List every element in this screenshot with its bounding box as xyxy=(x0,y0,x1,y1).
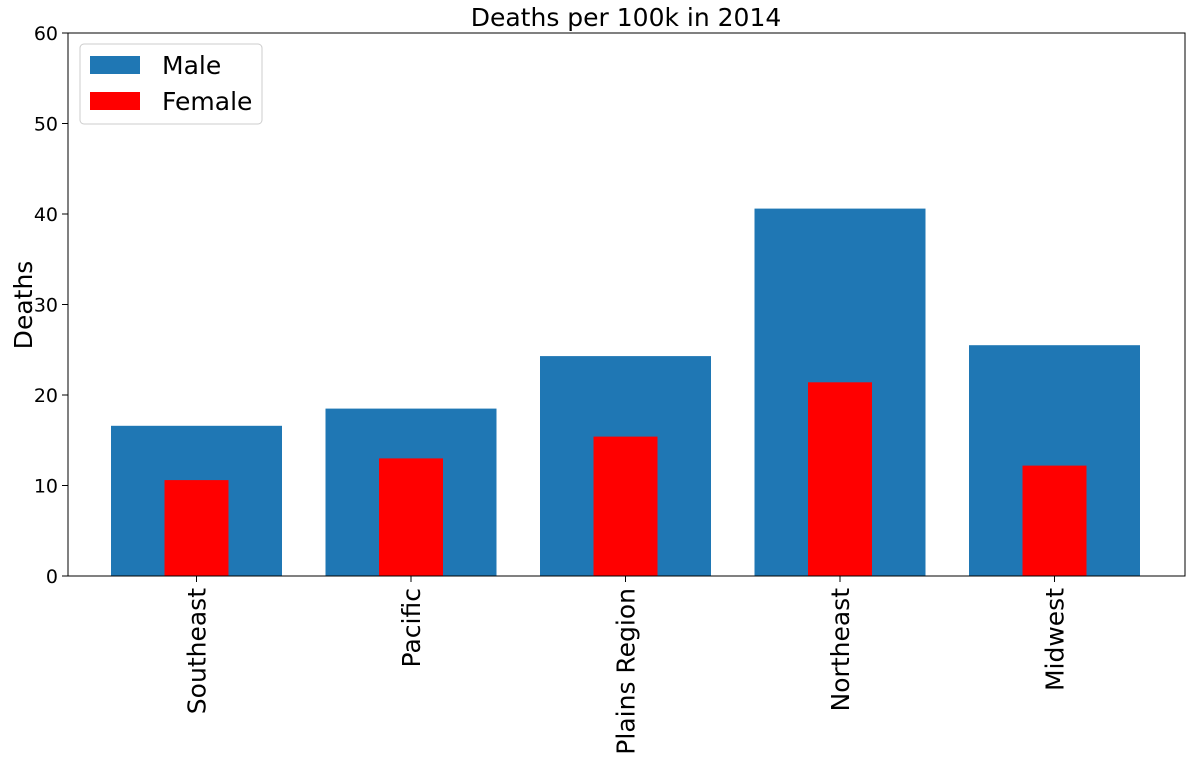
legend: Male Female xyxy=(79,43,263,125)
y-tick-label: 50 xyxy=(34,114,58,136)
bar-female-plains-region xyxy=(593,436,658,576)
x-tick-label-pacific: Pacific xyxy=(397,588,426,667)
bar-female-southeast xyxy=(164,480,229,576)
legend-swatch-male xyxy=(90,56,140,74)
chart-title: Deaths per 100k in 2014 xyxy=(471,3,782,32)
y-tick-label: 30 xyxy=(34,295,58,317)
x-tick-label-southeast: Southeast xyxy=(183,588,212,714)
x-axis: Southeast Pacific Plains Region Northeast Mi… xyxy=(183,576,1070,755)
legend-label-female: Female xyxy=(162,87,252,116)
x-tick-label-plains-region: Plains Region xyxy=(612,588,641,755)
bar-female-northeast xyxy=(808,382,872,576)
y-tick-label: 0 xyxy=(46,566,58,588)
y-axis-label: Deaths xyxy=(9,261,38,350)
legend-label-male: Male xyxy=(162,51,221,80)
y-tick-label: 20 xyxy=(34,385,58,407)
bars-group xyxy=(111,208,1140,576)
bar-female-pacific xyxy=(379,458,443,576)
bar-female-midwest xyxy=(1022,465,1087,576)
x-tick-label-northeast: Northeast xyxy=(826,588,855,712)
x-tick-label-midwest: Midwest xyxy=(1041,588,1070,691)
y-axis: 0 10 20 30 40 50 60 xyxy=(34,23,68,588)
y-tick-label: 10 xyxy=(34,476,58,498)
y-tick-label: 40 xyxy=(34,204,58,226)
legend-swatch-female xyxy=(90,92,140,110)
y-tick-label: 60 xyxy=(34,23,58,45)
